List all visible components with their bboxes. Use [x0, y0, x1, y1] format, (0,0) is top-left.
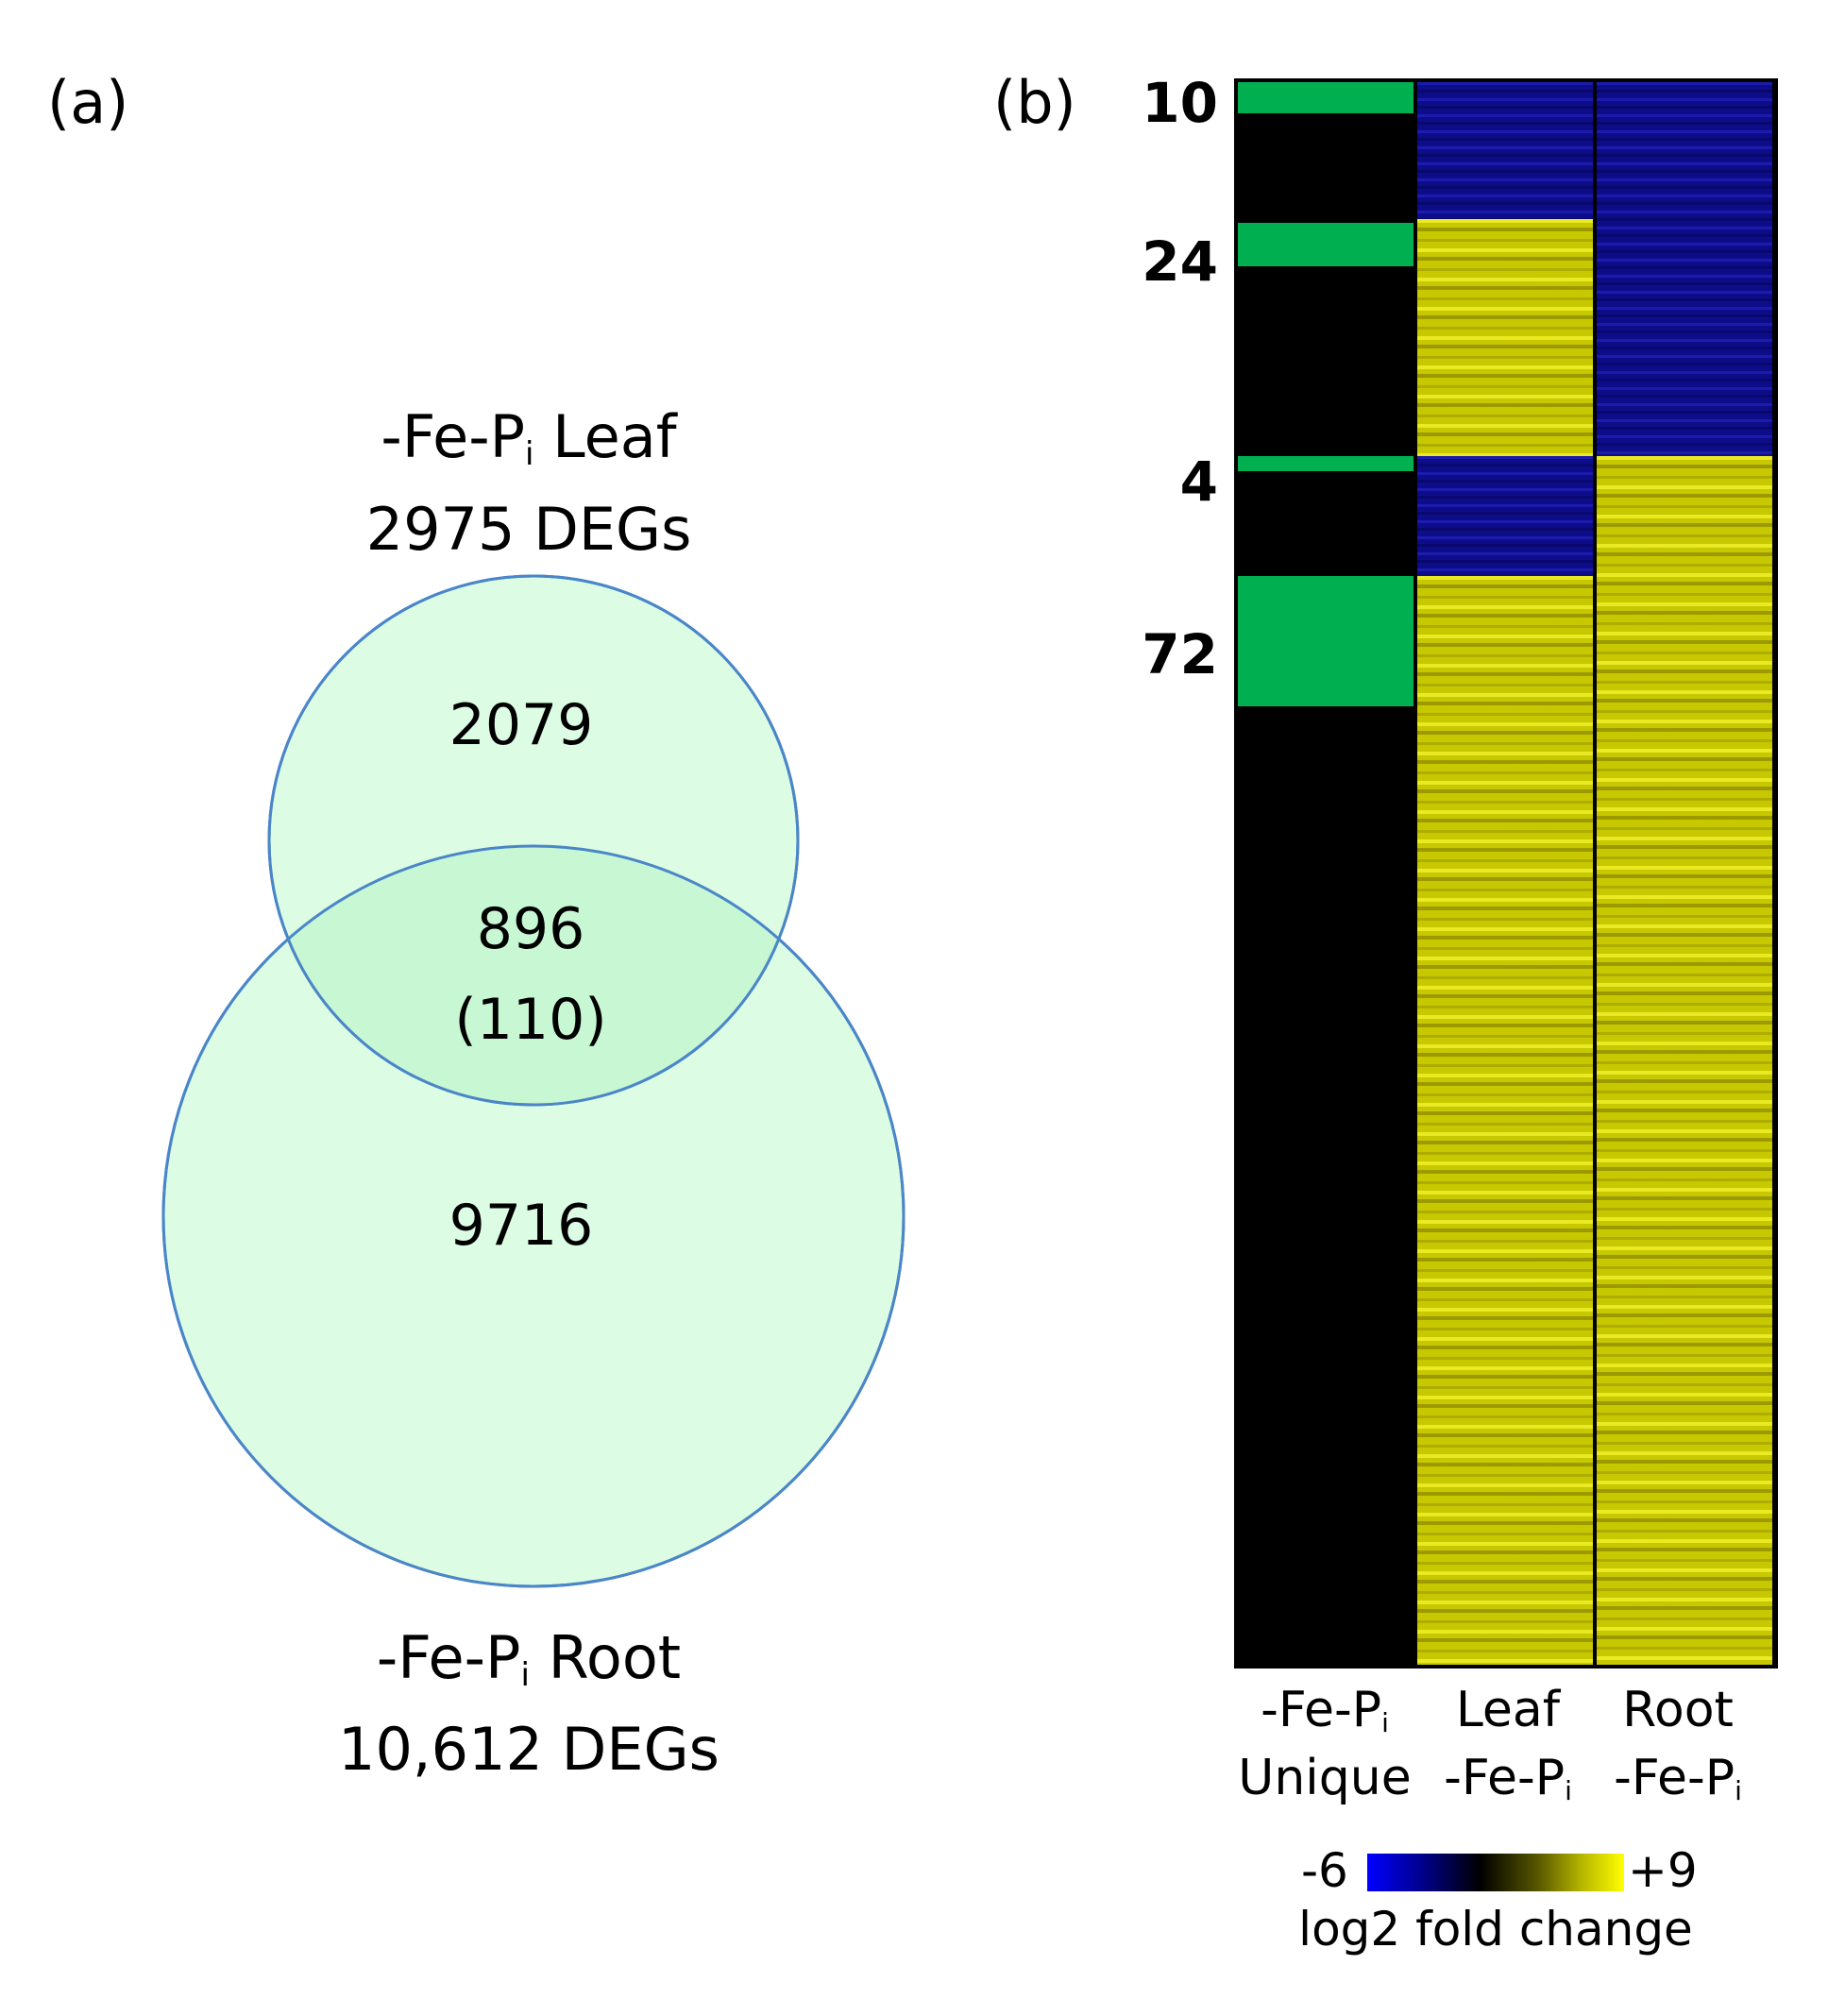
panel-b-label: (b): [993, 68, 1076, 137]
column-label-leaf: Leaf -Fe-Pi: [1413, 1677, 1602, 1813]
leaf-set-title: -Fe-Pi Leaf: [381, 408, 676, 473]
leaf-title-prefix: -Fe-P: [381, 402, 525, 471]
root-circle-outline: [161, 844, 906, 1588]
cluster-count-2: 24: [1142, 229, 1218, 294]
leaf-title-suffix: Leaf: [533, 402, 677, 471]
root-title-prefix: -Fe-P: [376, 1623, 521, 1692]
color-scale-bar: [1367, 1854, 1624, 1891]
root-degs: 10,612 DEGs: [338, 1715, 719, 1784]
leaf-title-sub: i: [524, 435, 534, 473]
cluster-count-4: 72: [1142, 622, 1218, 686]
leaf-down-block-2: [1417, 456, 1593, 576]
leaf-unique-count: 2079: [449, 692, 594, 758]
column-label-root-sub: i: [1735, 1774, 1742, 1806]
scale-max-label: +9: [1628, 1843, 1698, 1898]
cluster-count-3: 4: [1179, 449, 1218, 514]
leaf-up-block-2: [1417, 576, 1593, 1665]
overlap-subset-count: (110): [454, 987, 607, 1053]
column-label-root: Root -Fe-Pi: [1583, 1677, 1772, 1813]
column-label-leaf-line2: -Fe-P: [1444, 1749, 1566, 1806]
column-label-unique-line2: Unique: [1238, 1749, 1412, 1806]
root-up-block: [1597, 456, 1772, 1665]
column-label-unique-line1: -Fe-P: [1261, 1682, 1382, 1738]
column-label-leaf-sub: i: [1565, 1774, 1572, 1806]
leaf-down-block-1: [1417, 82, 1593, 219]
leaf-up-block-1: [1417, 219, 1593, 456]
root-unique-count: 9716: [449, 1193, 594, 1259]
scale-title: log2 fold change: [1298, 1902, 1693, 1957]
root-title-sub: i: [520, 1656, 530, 1694]
leaf-circle-outline: [267, 574, 800, 1107]
column-label-root-line1: Root: [1622, 1682, 1734, 1738]
heatmap-column-leaf: [1417, 82, 1593, 1665]
heatmap-column-root: [1597, 82, 1772, 1665]
cluster-count-1: 10: [1142, 71, 1218, 135]
scale-min-label: -6: [1301, 1843, 1348, 1898]
unique-cluster-block-1: [1238, 82, 1413, 113]
root-down-block: [1597, 82, 1772, 456]
unique-cluster-block-2: [1238, 223, 1413, 266]
unique-cluster-block-4: [1238, 576, 1413, 706]
overlap-count: 896: [476, 896, 585, 962]
column-label-leaf-line1: Leaf: [1455, 1682, 1561, 1738]
heatmap: [1234, 78, 1778, 1669]
panel-a-label: (a): [47, 68, 129, 137]
unique-cluster-block-3: [1238, 456, 1413, 471]
column-label-unique: -Fe-Pi Unique: [1230, 1677, 1419, 1813]
column-label-unique-sub: i: [1381, 1707, 1389, 1738]
heatmap-column-unique: [1238, 82, 1413, 1665]
root-set-title: -Fe-Pi Root: [377, 1629, 681, 1694]
column-label-root-line2: -Fe-P: [1614, 1749, 1735, 1806]
root-title-suffix: Root: [529, 1623, 682, 1692]
leaf-degs: 2975 DEGs: [365, 495, 692, 564]
